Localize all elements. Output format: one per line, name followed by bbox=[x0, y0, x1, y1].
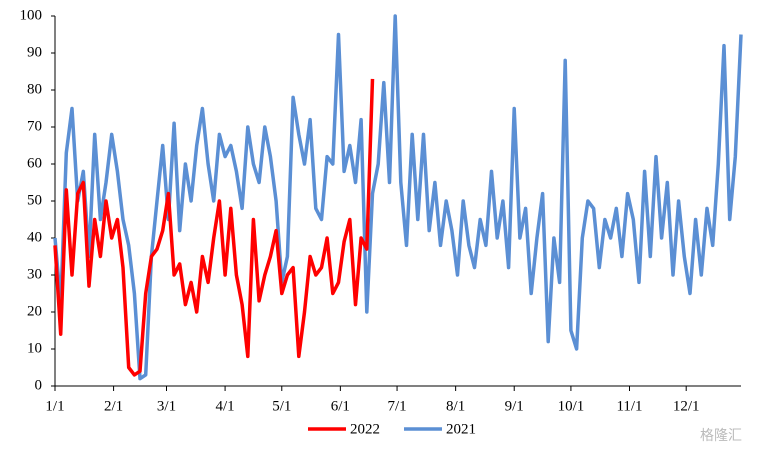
x-tick-label: 11/1 bbox=[616, 398, 642, 414]
legend-label: 2021 bbox=[446, 421, 476, 437]
x-tick-label: 3/1 bbox=[157, 398, 176, 414]
y-tick-label: 60 bbox=[27, 155, 42, 171]
x-tick-label: 8/1 bbox=[446, 398, 465, 414]
y-tick-label: 30 bbox=[27, 266, 42, 282]
legend-label: 2022 bbox=[350, 421, 380, 437]
y-tick-label: 70 bbox=[27, 118, 42, 134]
y-tick-label: 40 bbox=[27, 229, 42, 245]
x-tick-label: 6/1 bbox=[331, 398, 350, 414]
line-series bbox=[53, 14, 743, 381]
x-tick-label: 5/1 bbox=[272, 398, 291, 414]
x-tick-label: 2/1 bbox=[104, 398, 123, 414]
y-tick-label: 10 bbox=[27, 340, 42, 356]
x-tick-label: 10/1 bbox=[558, 398, 585, 414]
y-tick-label: 100 bbox=[20, 7, 43, 23]
y-tick-label: 90 bbox=[27, 44, 42, 60]
y-tick-label: 80 bbox=[27, 81, 42, 97]
x-tick-label: 4/1 bbox=[215, 398, 234, 414]
line-series bbox=[53, 78, 375, 377]
y-tick-label: 50 bbox=[27, 192, 42, 208]
x-tick-label: 12/1 bbox=[673, 398, 700, 414]
x-tick-label: 7/1 bbox=[387, 398, 406, 414]
y-tick-label: 0 bbox=[35, 377, 43, 393]
watermark: 格隆汇 bbox=[700, 428, 742, 444]
y-tick-label: 20 bbox=[27, 303, 42, 319]
x-tick-label: 9/1 bbox=[505, 398, 524, 414]
x-tick-label: 1/1 bbox=[45, 398, 64, 414]
